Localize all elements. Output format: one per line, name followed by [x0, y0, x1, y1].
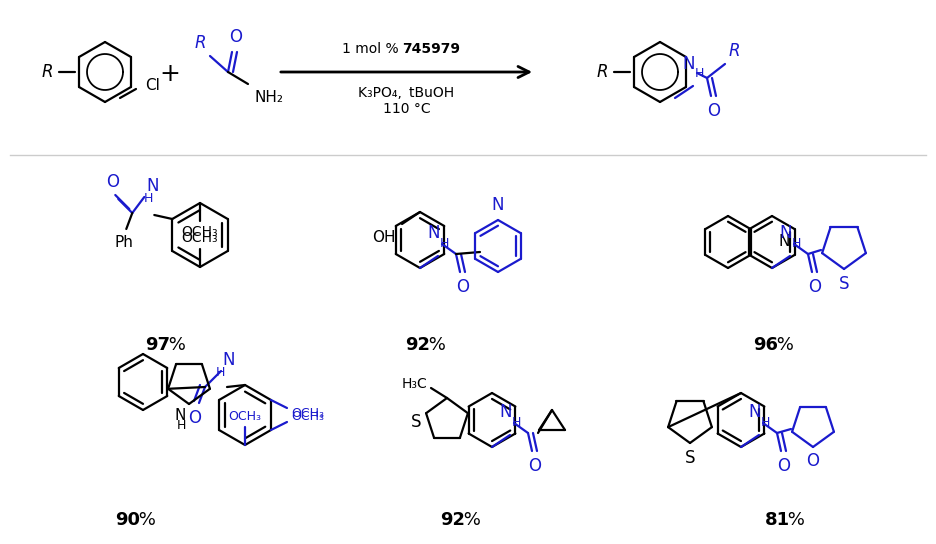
Text: K₃PO₄,  tBuOH: K₃PO₄, tBuOH — [358, 86, 455, 100]
Text: N: N — [146, 177, 158, 195]
Text: OCH₃: OCH₃ — [182, 231, 218, 245]
Text: N: N — [780, 224, 792, 242]
Text: 110 °C: 110 °C — [383, 102, 431, 116]
Text: 745979: 745979 — [402, 42, 461, 56]
Text: OCH₃: OCH₃ — [228, 410, 261, 423]
Text: N: N — [682, 55, 695, 73]
Text: 81: 81 — [765, 511, 790, 529]
Text: +: + — [159, 62, 181, 86]
Text: R: R — [596, 63, 608, 81]
Text: R: R — [729, 42, 740, 60]
Text: H: H — [695, 67, 705, 80]
Text: 1 mol %: 1 mol % — [342, 42, 402, 56]
Text: N: N — [491, 196, 505, 214]
Text: O: O — [529, 457, 542, 475]
Text: O: O — [809, 278, 822, 296]
Text: H: H — [177, 419, 186, 432]
Text: S: S — [411, 413, 421, 431]
Text: 92: 92 — [405, 336, 431, 354]
Text: %: % — [770, 336, 794, 354]
Text: OCH₃: OCH₃ — [291, 410, 324, 423]
Text: N: N — [175, 408, 186, 423]
Text: N: N — [223, 351, 235, 369]
Text: H: H — [215, 366, 225, 379]
Text: O: O — [188, 409, 201, 427]
Text: N: N — [778, 234, 790, 249]
Text: H: H — [143, 192, 153, 205]
Text: OCH₃: OCH₃ — [291, 407, 324, 420]
Text: 96: 96 — [753, 336, 779, 354]
Text: OH: OH — [373, 230, 396, 245]
Text: O: O — [457, 278, 470, 296]
Text: N: N — [749, 403, 761, 421]
Text: R: R — [41, 63, 53, 81]
Text: O: O — [807, 452, 820, 470]
Text: N: N — [500, 403, 512, 421]
Text: S: S — [685, 449, 695, 467]
Text: %: % — [422, 336, 446, 354]
Text: %: % — [458, 511, 480, 529]
Text: %: % — [782, 511, 804, 529]
Text: H: H — [512, 416, 521, 429]
Text: Cl: Cl — [145, 78, 160, 94]
Text: OCH₃: OCH₃ — [182, 225, 218, 239]
Text: %: % — [133, 511, 155, 529]
Text: O: O — [229, 28, 242, 46]
Text: H: H — [440, 237, 449, 250]
Text: 92: 92 — [441, 511, 465, 529]
Text: H₃C: H₃C — [402, 377, 427, 391]
Text: 97: 97 — [145, 336, 170, 354]
Text: NH₂: NH₂ — [254, 90, 283, 105]
Text: O: O — [708, 102, 721, 120]
Text: S: S — [839, 275, 849, 293]
Text: O: O — [106, 173, 119, 191]
Text: O: O — [778, 457, 791, 475]
Text: H: H — [761, 416, 770, 429]
Text: %: % — [163, 336, 185, 354]
Text: 90: 90 — [115, 511, 140, 529]
Text: R: R — [195, 34, 206, 52]
Text: Ph: Ph — [115, 235, 134, 250]
Text: N: N — [428, 224, 440, 242]
Text: H: H — [792, 237, 801, 250]
